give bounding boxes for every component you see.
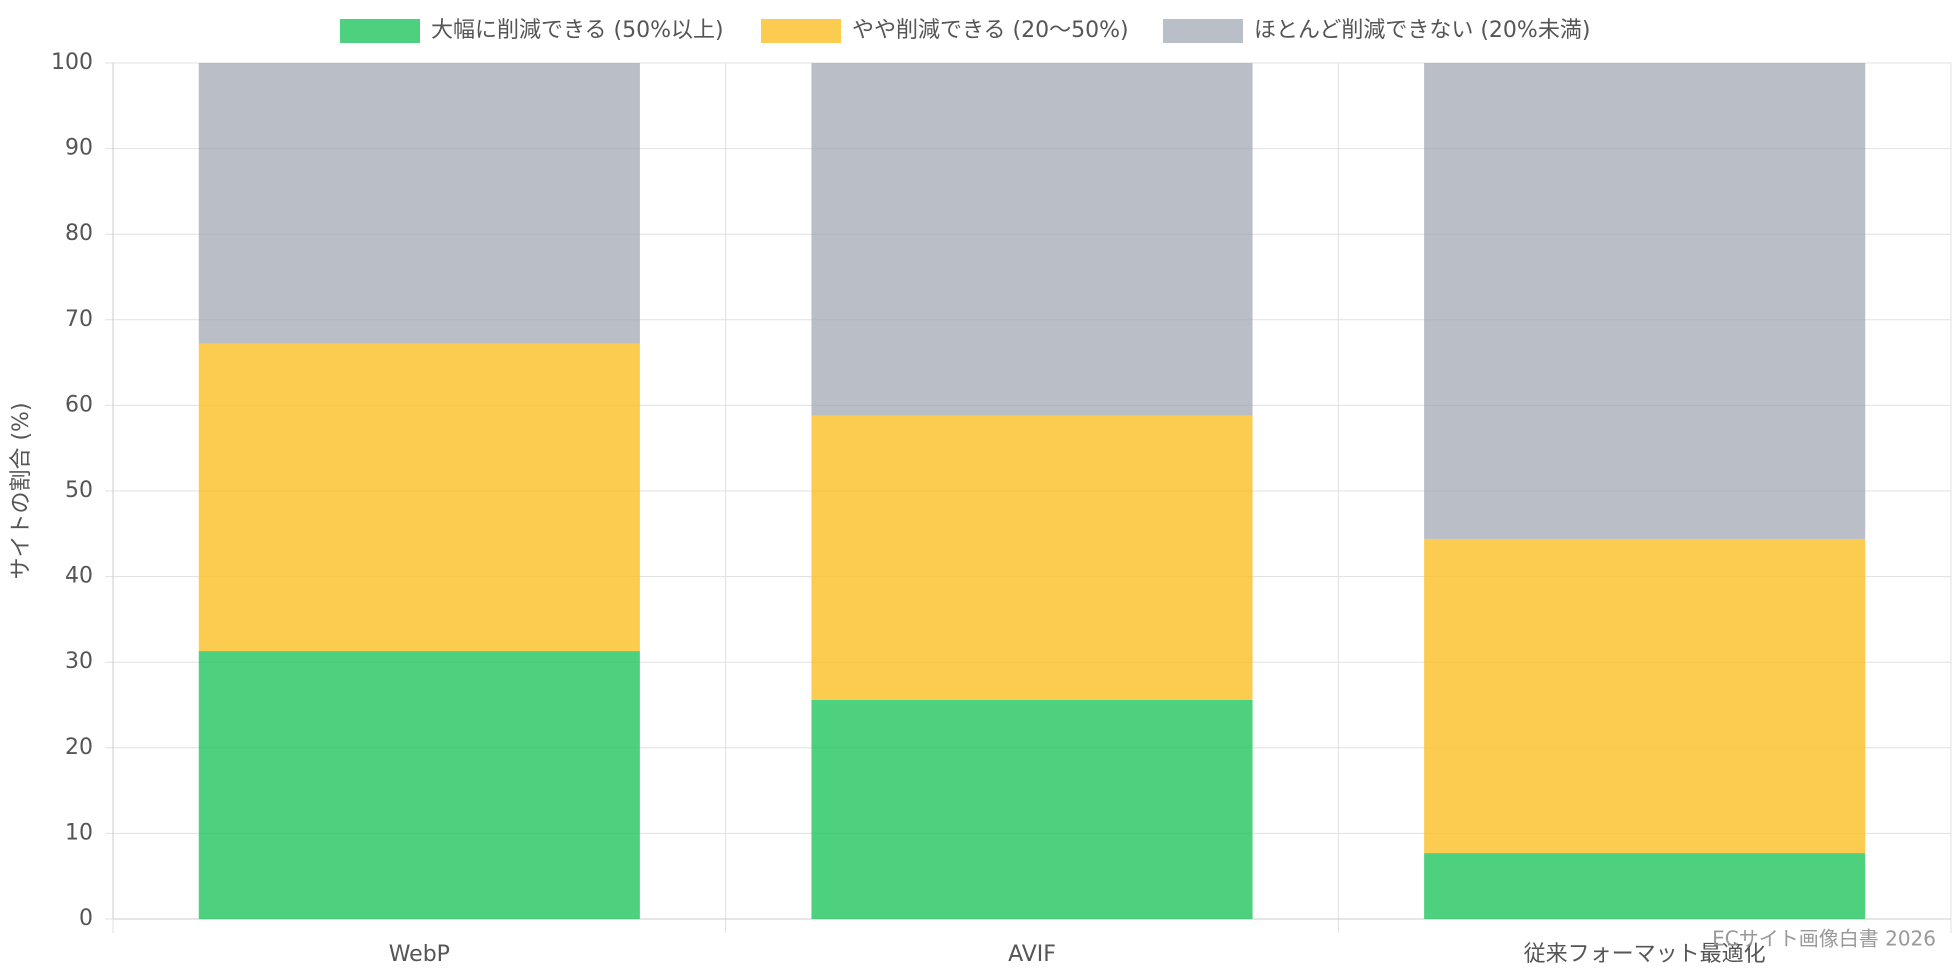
bar-segment xyxy=(1424,538,1866,854)
y-tick-label: 100 xyxy=(51,50,93,75)
bar-segment xyxy=(1424,63,1866,539)
bar-segment xyxy=(811,63,1253,416)
x-tick-label: 従来フォーマット最適化 xyxy=(1524,942,1766,967)
y-tick-label: 30 xyxy=(65,649,93,674)
watermark: ECサイト画像白書 2026 xyxy=(1712,927,1936,951)
y-tick-label: 70 xyxy=(65,307,93,332)
y-tick-label: 10 xyxy=(65,820,93,845)
bar-segment xyxy=(811,415,1253,700)
bar-segment xyxy=(1424,853,1866,919)
y-tick-label: 90 xyxy=(65,136,93,161)
legend-label: 大幅に削減できる (50%以上) xyxy=(431,18,724,43)
y-tick-label: 40 xyxy=(65,564,93,589)
y-tick-label: 0 xyxy=(79,906,93,931)
x-tick-label: WebP xyxy=(389,942,450,967)
legend-swatch xyxy=(761,19,841,43)
y-tick-label: 50 xyxy=(65,478,93,503)
x-tick-label: AVIF xyxy=(1008,942,1056,967)
y-tick-label: 60 xyxy=(65,392,93,417)
bar-segment xyxy=(811,699,1253,919)
y-axis-title: サイトの割合 (%) xyxy=(9,402,34,579)
bar-segment xyxy=(198,651,640,919)
bar-segment xyxy=(198,343,640,652)
legend-swatch xyxy=(340,19,420,43)
legend-swatch xyxy=(1163,19,1243,43)
bar-segment xyxy=(198,63,640,344)
legend-label: やや削減できる (20〜50%) xyxy=(852,18,1129,43)
legend-label: ほとんど削減できない (20%未満) xyxy=(1254,18,1590,43)
y-tick-label: 80 xyxy=(65,221,93,246)
y-tick-label: 20 xyxy=(65,735,93,760)
